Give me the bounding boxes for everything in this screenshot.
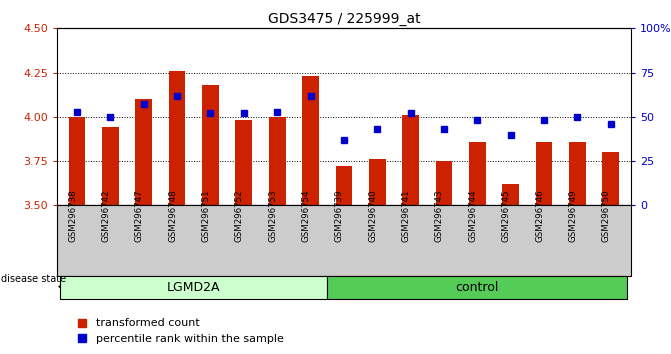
Bar: [102, 127, 119, 205]
Bar: [302, 76, 319, 205]
Bar: [136, 99, 152, 205]
Text: control: control: [456, 281, 499, 294]
Bar: [535, 142, 552, 205]
Text: GSM296742: GSM296742: [101, 190, 111, 242]
Text: GSM296754: GSM296754: [301, 190, 311, 242]
Text: GSM296740: GSM296740: [368, 190, 377, 242]
Bar: [435, 161, 452, 205]
Text: GSM296753: GSM296753: [268, 190, 277, 242]
Title: GDS3475 / 225999_at: GDS3475 / 225999_at: [268, 12, 420, 26]
Bar: [236, 120, 252, 205]
Text: GSM296741: GSM296741: [402, 190, 411, 242]
Bar: [269, 117, 286, 205]
Bar: [402, 115, 419, 205]
Text: GSM296747: GSM296747: [135, 190, 144, 242]
Text: GSM296738: GSM296738: [68, 190, 77, 242]
Text: GSM296745: GSM296745: [502, 190, 511, 242]
Text: GSM296752: GSM296752: [235, 190, 244, 242]
Text: GSM296744: GSM296744: [468, 190, 477, 242]
Text: GSM296743: GSM296743: [435, 190, 444, 242]
Text: GSM296749: GSM296749: [568, 190, 577, 242]
Text: GSM296750: GSM296750: [602, 190, 611, 242]
Bar: [202, 85, 219, 205]
Bar: [603, 152, 619, 205]
Legend: transformed count, percentile rank within the sample: transformed count, percentile rank withi…: [66, 314, 289, 348]
Text: LGMD2A: LGMD2A: [167, 281, 221, 294]
Bar: [569, 142, 586, 205]
Text: disease state: disease state: [1, 274, 66, 284]
Bar: [469, 142, 486, 205]
Bar: [369, 159, 386, 205]
Text: GSM296746: GSM296746: [535, 190, 544, 242]
Bar: [336, 166, 352, 205]
Text: GSM296751: GSM296751: [201, 190, 211, 242]
Text: GSM296748: GSM296748: [168, 190, 177, 242]
Bar: [169, 71, 185, 205]
Text: GSM296739: GSM296739: [335, 190, 344, 242]
Bar: [503, 184, 519, 205]
Bar: [68, 117, 85, 205]
